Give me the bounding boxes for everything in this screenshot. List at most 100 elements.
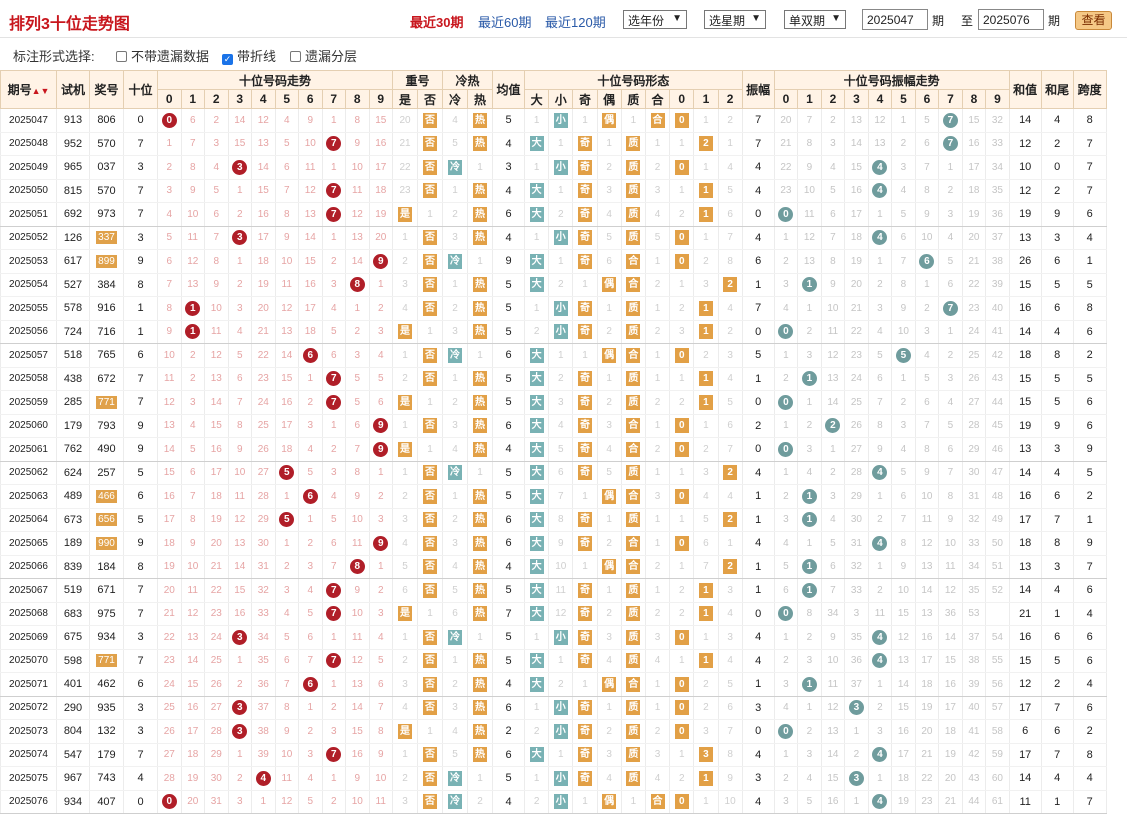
- issue-to-input[interactable]: [978, 9, 1044, 30]
- amp-ball: 7: [942, 300, 958, 316]
- span-cell: 4: [1072, 226, 1107, 250]
- amp-trend-cell: 9: [820, 625, 846, 650]
- option-polyline[interactable]: ✓ 带折线: [222, 46, 276, 65]
- issue-value: 2025064: [9, 514, 48, 526]
- checkbox-icon[interactable]: [290, 51, 301, 62]
- win-cell: 257: [89, 461, 124, 485]
- oddeven-cell-tag: 奇: [577, 324, 592, 340]
- view-button[interactable]: 查看: [1075, 11, 1112, 30]
- amp-trend-cell: 2: [938, 179, 963, 203]
- mod-tag: 1: [698, 394, 713, 410]
- primecomp-cell-tag: 合: [650, 112, 665, 128]
- tens-cell: 3: [123, 625, 158, 650]
- primecomp-cell: 质: [620, 132, 646, 156]
- trend-miss-value: 20: [210, 537, 222, 549]
- primecomp-cell-value: 1: [654, 678, 661, 690]
- amp-cell: 1: [741, 578, 775, 603]
- trend-miss-value: 5: [283, 138, 290, 150]
- test-value: 401: [63, 678, 83, 691]
- trend-ball: 7: [326, 136, 342, 152]
- sum-cell: 12: [1008, 672, 1042, 697]
- span-cell: 1: [1072, 508, 1107, 532]
- amp-miss-value: 60: [991, 772, 1003, 784]
- repeat-cell: 1: [417, 390, 443, 415]
- primecomp-cell-tag: 质: [626, 582, 641, 598]
- amp-trend-cell: 22: [961, 273, 987, 297]
- bigsmall-cell: 9: [548, 531, 574, 556]
- amp-trend-cell: 9: [867, 437, 893, 462]
- avg-value: 5: [505, 584, 512, 597]
- tens-value: 7: [137, 654, 144, 667]
- amp-value: 4: [755, 654, 762, 667]
- mod-value: 1: [678, 373, 685, 385]
- win-value: 037: [97, 161, 116, 174]
- range-to-label: 至: [961, 14, 974, 28]
- col-win-text: 奖号: [94, 83, 119, 97]
- coldhot-cell: 热: [467, 202, 493, 227]
- amp-trend-cell: 6: [891, 484, 916, 509]
- trend-ball: 3: [232, 700, 248, 716]
- trend-miss-value: 11: [281, 772, 292, 784]
- option-layered[interactable]: 遗漏分层: [290, 46, 357, 65]
- amp-trend-cell: 5: [773, 555, 799, 579]
- amp-trend-cell: 18: [914, 672, 940, 697]
- issue-cell: 2025047: [0, 108, 57, 133]
- checkbox-checked-icon[interactable]: ✓: [222, 54, 233, 65]
- trend-miss-cell: 8: [368, 719, 393, 744]
- trend-miss-cell: 14: [345, 249, 370, 274]
- sum-cell: 13: [1008, 226, 1042, 250]
- sort-icon[interactable]: ▲▼: [31, 86, 50, 96]
- bigsmall-cell: 大: [523, 249, 550, 274]
- oddeven-cell-tag: 奇: [577, 535, 592, 551]
- weekday-select[interactable]: 选星期 ▼: [704, 10, 766, 29]
- trend-miss-cell: 4: [368, 625, 393, 650]
- repeat-cell-value: 3: [402, 678, 408, 690]
- trend-miss-cell: 6: [368, 390, 393, 415]
- primecomp-cell: 1: [620, 108, 646, 133]
- trend-miss-value: 3: [213, 138, 220, 150]
- avg-value: 5: [505, 396, 512, 409]
- coldhot-cell: 热: [467, 743, 493, 767]
- trend-ball: 6: [302, 488, 318, 504]
- trend-miss-cell: 5: [274, 132, 299, 156]
- link-recent-60[interactable]: 最近60期: [478, 15, 532, 30]
- primecomp-cell: 质: [620, 743, 646, 767]
- win-value: 935: [97, 701, 116, 714]
- issue-from-input[interactable]: [862, 9, 928, 30]
- option-polyline-label: 带折线: [237, 49, 277, 64]
- avg-value: 6: [505, 537, 512, 550]
- trend-miss-value: 10: [187, 208, 199, 220]
- oddeven-cell: 4: [596, 649, 622, 673]
- amp-trend-cell: 41: [961, 719, 987, 744]
- win-cell: 990: [89, 531, 124, 556]
- bigsmall-cell: 小: [548, 155, 574, 180]
- amp-miss-value: 9: [830, 279, 836, 291]
- bigsmall-cell-value: 7: [558, 490, 564, 502]
- amp-trend-cell: 3: [938, 367, 963, 391]
- trend-hit-cell: 5: [274, 461, 299, 485]
- year-select[interactable]: 选年份 ▼: [623, 10, 687, 29]
- trend-miss-value: 10: [375, 772, 387, 784]
- link-recent-30[interactable]: 最近30期: [410, 15, 464, 30]
- trend-ball: 1: [185, 300, 201, 316]
- mod-value: 2: [727, 326, 733, 338]
- amp-miss-value: 26: [850, 420, 862, 432]
- trend-miss-cell: 1: [321, 155, 346, 180]
- col-issue[interactable]: 期号▲▼: [0, 70, 57, 109]
- tens-cell: 1: [123, 296, 158, 321]
- span-cell: 4: [1072, 766, 1107, 791]
- checkbox-icon[interactable]: [116, 51, 127, 62]
- trend-miss-cell: 1: [321, 108, 346, 133]
- link-recent-120[interactable]: 最近120期: [545, 15, 606, 30]
- oddeven-select[interactable]: 单双期 ▼: [784, 10, 846, 29]
- option-no-miss[interactable]: 不带遗漏数据: [116, 46, 209, 65]
- repeat-cell-tag: 是: [398, 206, 412, 222]
- trend-miss-cell: 17: [157, 508, 182, 532]
- oddeven-cell-tag: 奇: [577, 512, 592, 528]
- sum-value: 26: [1019, 255, 1032, 268]
- test-value: 913: [63, 114, 83, 127]
- test-cell: 578: [56, 296, 90, 321]
- trend-miss-cell: 4: [204, 155, 229, 180]
- repeat-cell-tag: 否: [423, 770, 437, 786]
- amp-miss-value: 5: [830, 537, 836, 549]
